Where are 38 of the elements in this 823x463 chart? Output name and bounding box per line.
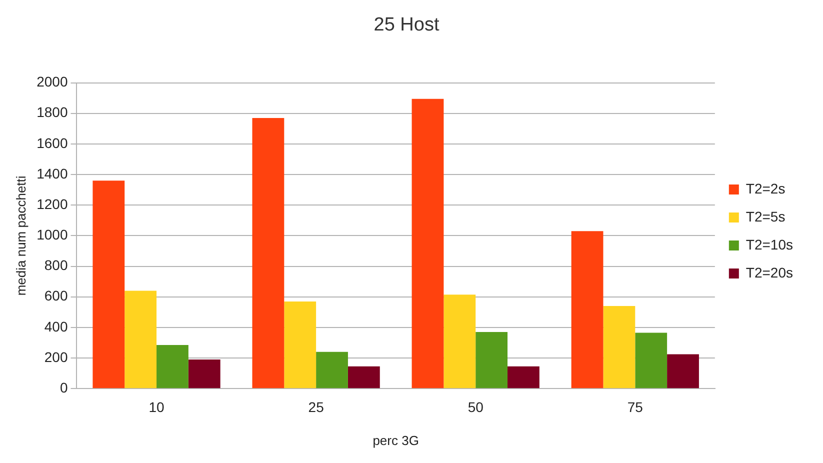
y-tick-label: 800 [44,257,68,274]
bar [603,306,636,388]
bar [284,301,316,388]
x-tick-label: 75 [627,398,644,415]
x-axis-title: perc 3G [372,432,419,448]
bar [571,231,604,388]
chart-title: 25 Host [374,14,440,36]
bar [348,366,380,388]
legend-label: T2=5s [746,208,786,224]
bar [635,332,668,388]
x-tick-label: 10 [148,398,165,415]
y-tick-label: 0 [60,379,68,396]
legend-label: T2=20s [746,264,794,280]
y-axis-title: media num pacchetti [13,176,28,296]
y-tick-label: 600 [44,288,68,304]
bar [252,118,284,388]
y-tick-label: 200 [44,348,68,365]
bar [476,332,508,388]
bar [667,354,699,388]
bar [444,294,476,388]
legend-label: T2=2s [746,180,786,196]
bar [316,352,348,388]
bar [156,345,188,388]
y-tick-label: 1800 [36,104,68,120]
y-tick-label: 1000 [36,226,68,243]
x-tick-label: 50 [468,398,484,415]
y-tick-label: 1600 [36,134,68,151]
bar [188,360,220,388]
bar [92,180,125,388]
y-tick-label: 400 [44,318,68,334]
bar [508,366,540,388]
x-tick-label: 25 [308,398,324,415]
bar [124,290,157,388]
legend-label: T2=10s [746,236,794,252]
y-tick-label: 1400 [36,165,68,182]
y-tick-label: 2000 [36,74,68,90]
bar [412,98,444,388]
y-tick-label: 1200 [36,196,68,212]
